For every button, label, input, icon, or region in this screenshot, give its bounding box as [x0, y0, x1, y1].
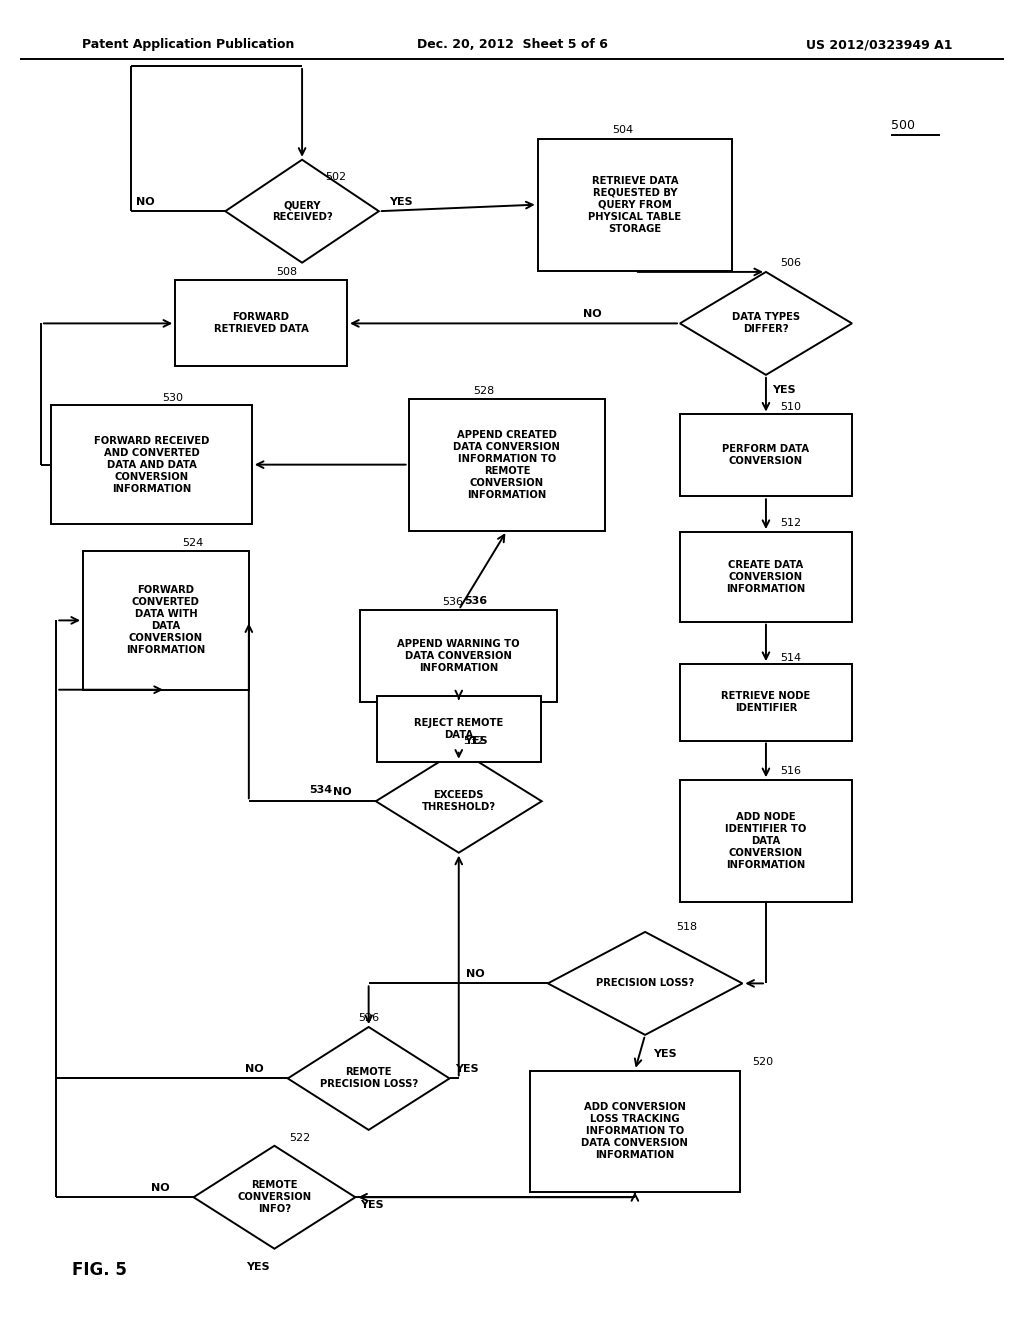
Text: APPEND CREATED
DATA CONVERSION
INFORMATION TO
REMOTE
CONVERSION
INFORMATION: APPEND CREATED DATA CONVERSION INFORMATI… — [454, 429, 560, 500]
Bar — [377, 696, 541, 762]
Text: 536: 536 — [442, 597, 464, 607]
Text: NO: NO — [151, 1183, 169, 1193]
Text: 522: 522 — [289, 1133, 310, 1143]
Text: FIG. 5: FIG. 5 — [72, 1261, 127, 1279]
Text: DATA TYPES
DIFFER?: DATA TYPES DIFFER? — [732, 313, 800, 334]
Text: 530: 530 — [162, 392, 183, 403]
Text: YES: YES — [772, 384, 796, 395]
Text: RETRIEVE NODE
IDENTIFIER: RETRIEVE NODE IDENTIFIER — [721, 692, 811, 713]
Text: REMOTE
PRECISION LOSS?: REMOTE PRECISION LOSS? — [319, 1068, 418, 1089]
Text: 524: 524 — [182, 537, 204, 548]
Text: 528: 528 — [473, 385, 495, 396]
Polygon shape — [680, 272, 852, 375]
Text: 516: 516 — [780, 766, 802, 776]
Text: 536: 536 — [464, 595, 487, 606]
Bar — [51, 405, 252, 524]
Text: NO: NO — [245, 1064, 263, 1074]
Text: CREATE DATA
CONVERSION
INFORMATION: CREATE DATA CONVERSION INFORMATION — [726, 560, 806, 594]
Text: YES: YES — [389, 197, 413, 207]
Text: YES: YES — [455, 1064, 478, 1074]
Text: 512: 512 — [780, 517, 802, 528]
Bar — [360, 610, 557, 702]
Text: 504: 504 — [612, 124, 634, 135]
Text: YES: YES — [653, 1048, 677, 1059]
Text: 514: 514 — [780, 652, 802, 663]
Text: NO: NO — [466, 969, 484, 979]
Bar — [83, 552, 249, 689]
Text: REJECT REMOTE
DATA: REJECT REMOTE DATA — [414, 718, 504, 739]
Text: Dec. 20, 2012  Sheet 5 of 6: Dec. 20, 2012 Sheet 5 of 6 — [417, 38, 607, 51]
Polygon shape — [548, 932, 742, 1035]
Text: 520: 520 — [753, 1056, 774, 1067]
Bar — [680, 780, 852, 902]
Text: PERFORM DATA
CONVERSION: PERFORM DATA CONVERSION — [722, 445, 810, 466]
Text: NO: NO — [333, 787, 351, 797]
Bar — [680, 414, 852, 496]
Text: 526: 526 — [358, 1012, 380, 1023]
Text: 510: 510 — [780, 401, 802, 412]
Text: 532: 532 — [463, 735, 484, 746]
Text: QUERY
RECEIVED?: QUERY RECEIVED? — [271, 201, 333, 222]
Text: FORWARD RECEIVED
AND CONVERTED
DATA AND DATA
CONVERSION
INFORMATION: FORWARD RECEIVED AND CONVERTED DATA AND … — [94, 436, 209, 494]
Text: ADD NODE
IDENTIFIER TO
DATA
CONVERSION
INFORMATION: ADD NODE IDENTIFIER TO DATA CONVERSION I… — [725, 812, 807, 870]
Text: Patent Application Publication: Patent Application Publication — [82, 38, 294, 51]
Text: EXCEEDS
THRESHOLD?: EXCEEDS THRESHOLD? — [422, 791, 496, 812]
Text: YES: YES — [464, 735, 487, 746]
Polygon shape — [225, 160, 379, 263]
Text: NO: NO — [583, 309, 601, 319]
Text: 506: 506 — [780, 257, 802, 268]
Text: NO: NO — [136, 197, 155, 207]
Text: US 2012/0323949 A1: US 2012/0323949 A1 — [806, 38, 952, 51]
Bar — [680, 664, 852, 741]
Text: RETRIEVE DATA
REQUESTED BY
QUERY FROM
PHYSICAL TABLE
STORAGE: RETRIEVE DATA REQUESTED BY QUERY FROM PH… — [589, 176, 681, 234]
Bar — [530, 1071, 739, 1192]
Bar — [409, 399, 605, 531]
Text: FORWARD
CONVERTED
DATA WITH
DATA
CONVERSION
INFORMATION: FORWARD CONVERTED DATA WITH DATA CONVERS… — [126, 585, 206, 656]
Polygon shape — [288, 1027, 450, 1130]
Polygon shape — [194, 1146, 355, 1249]
Text: APPEND WARNING TO
DATA CONVERSION
INFORMATION: APPEND WARNING TO DATA CONVERSION INFORM… — [397, 639, 520, 673]
Text: 500: 500 — [891, 119, 914, 132]
Text: REMOTE
CONVERSION
INFO?: REMOTE CONVERSION INFO? — [238, 1180, 311, 1214]
Text: 534: 534 — [309, 784, 333, 795]
Bar — [538, 139, 732, 271]
Polygon shape — [376, 750, 542, 853]
Text: ADD CONVERSION
LOSS TRACKING
INFORMATION TO
DATA CONVERSION
INFORMATION: ADD CONVERSION LOSS TRACKING INFORMATION… — [582, 1102, 688, 1160]
Text: FORWARD
RETRIEVED DATA: FORWARD RETRIEVED DATA — [214, 313, 308, 334]
Text: 518: 518 — [676, 921, 697, 932]
Text: 502: 502 — [326, 172, 347, 182]
Text: YES: YES — [360, 1200, 384, 1210]
Text: PRECISION LOSS?: PRECISION LOSS? — [596, 978, 694, 989]
Text: 508: 508 — [276, 267, 298, 277]
Bar — [680, 532, 852, 622]
Bar — [175, 280, 347, 366]
Text: YES: YES — [246, 1262, 269, 1272]
